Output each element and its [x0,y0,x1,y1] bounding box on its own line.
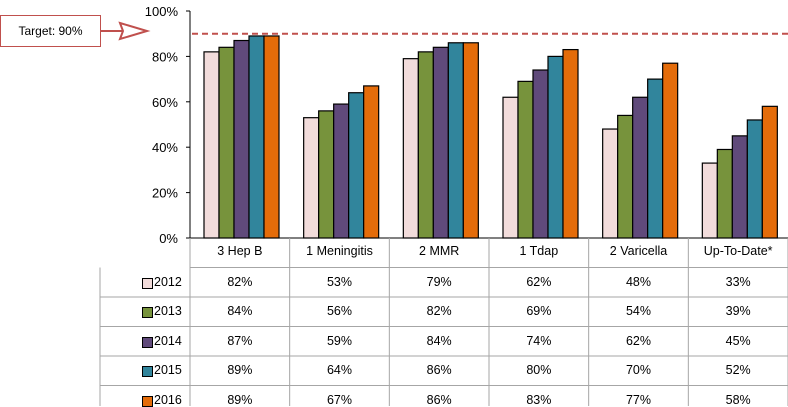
bar-2012-0 [203,51,220,239]
table-cell: 54% [625,304,652,318]
table-cell: 58% [725,392,751,407]
legend-label: 2015 [154,363,182,377]
table-cell: 83% [526,392,552,407]
target-callout: Target: 90% [0,15,101,47]
bar-2012-5 [701,162,718,239]
bar-2013-1 [318,110,335,239]
bar-2016-2 [462,42,479,239]
bar-2013-4 [617,114,634,239]
table-cell: 70% [625,363,652,377]
category-label: 1 Meningitis [306,244,373,258]
table-cell: 84% [227,304,253,318]
table-cell: 39% [725,304,751,318]
table-cell: 82% [227,274,253,289]
y-tick-label: 80% [152,49,178,64]
legend-swatch-2016 [142,395,153,407]
table-cell: 79% [426,274,452,289]
bar-2014-1 [333,103,350,239]
y-tick-label: 20% [152,186,178,201]
bar-2015-0 [248,35,265,239]
category-label: 2 MMR [419,244,460,258]
category-label: 1 Tdap [519,244,559,258]
y-tick-label: 40% [152,140,178,155]
bar-2013-3 [517,80,534,239]
table-cell: 67% [326,392,353,407]
table-cell: 45% [725,333,751,348]
bar-2014-2 [432,46,449,239]
table-cell: 48% [625,274,652,289]
bar-2014-5 [731,135,748,239]
bar-2016-1 [363,85,380,239]
category-label: 3 Hep B [217,244,263,258]
legend-label: 2012 [154,274,182,289]
category-label: Up-To-Date* [703,244,773,258]
bar-2013-0 [218,46,235,239]
legend-label: 2014 [154,333,182,348]
bar-2016-4 [662,62,679,239]
table-cell: 82% [426,304,452,318]
table-cell: 53% [326,274,353,289]
table-cell: 86% [426,363,452,377]
bar-2016-3 [562,48,579,239]
legend-swatch-2015 [142,366,153,377]
bar-2015-2 [447,42,464,239]
table-cell: 84% [426,333,452,348]
bar-2015-1 [348,92,365,239]
table-cell: 89% [227,363,253,377]
bar-2014-3 [532,69,549,239]
legend-swatch-2014 [142,336,153,348]
table-cell: 80% [526,363,552,377]
bar-2016-5 [761,105,778,239]
table-cell: 62% [526,274,552,289]
bar-2013-5 [716,148,733,239]
bar-2015-3 [547,55,564,239]
bar-2012-4 [602,128,619,239]
legend-label: 2016 [154,392,182,407]
bar-2012-2 [402,58,419,239]
bar-2014-4 [632,96,649,239]
legend-label: 2013 [154,304,182,318]
bar-2012-3 [502,96,519,239]
table-cell: 33% [725,274,751,289]
table-cell: 64% [326,363,353,377]
y-tick-label: 60% [152,95,178,110]
table-cell: 52% [725,363,751,377]
table-cell: 89% [227,392,253,407]
bar-2012-1 [303,117,320,239]
bar-2014-0 [233,39,250,239]
target-label: Target: 90% [18,24,83,38]
bar-2015-4 [647,78,664,239]
table-cell: 77% [625,392,652,407]
bar-2016-0 [263,35,280,239]
legend-swatch-2013 [142,307,153,318]
target-arrow-head [118,21,151,41]
y-tick-label: 100% [145,4,179,19]
table-cell: 87% [227,333,253,348]
table-cell: 74% [526,333,552,348]
table-cell: 69% [526,304,552,318]
table-cell: 59% [326,333,353,348]
table-cell: 56% [326,304,353,318]
table-cell: 86% [426,392,452,407]
bar-2015-5 [746,119,763,239]
table-cell: 62% [625,333,652,348]
bar-2013-2 [417,51,434,239]
category-label: 2 Varicella [609,244,668,258]
legend-swatch-2012 [142,277,153,289]
y-tick-label: 0% [159,231,178,246]
